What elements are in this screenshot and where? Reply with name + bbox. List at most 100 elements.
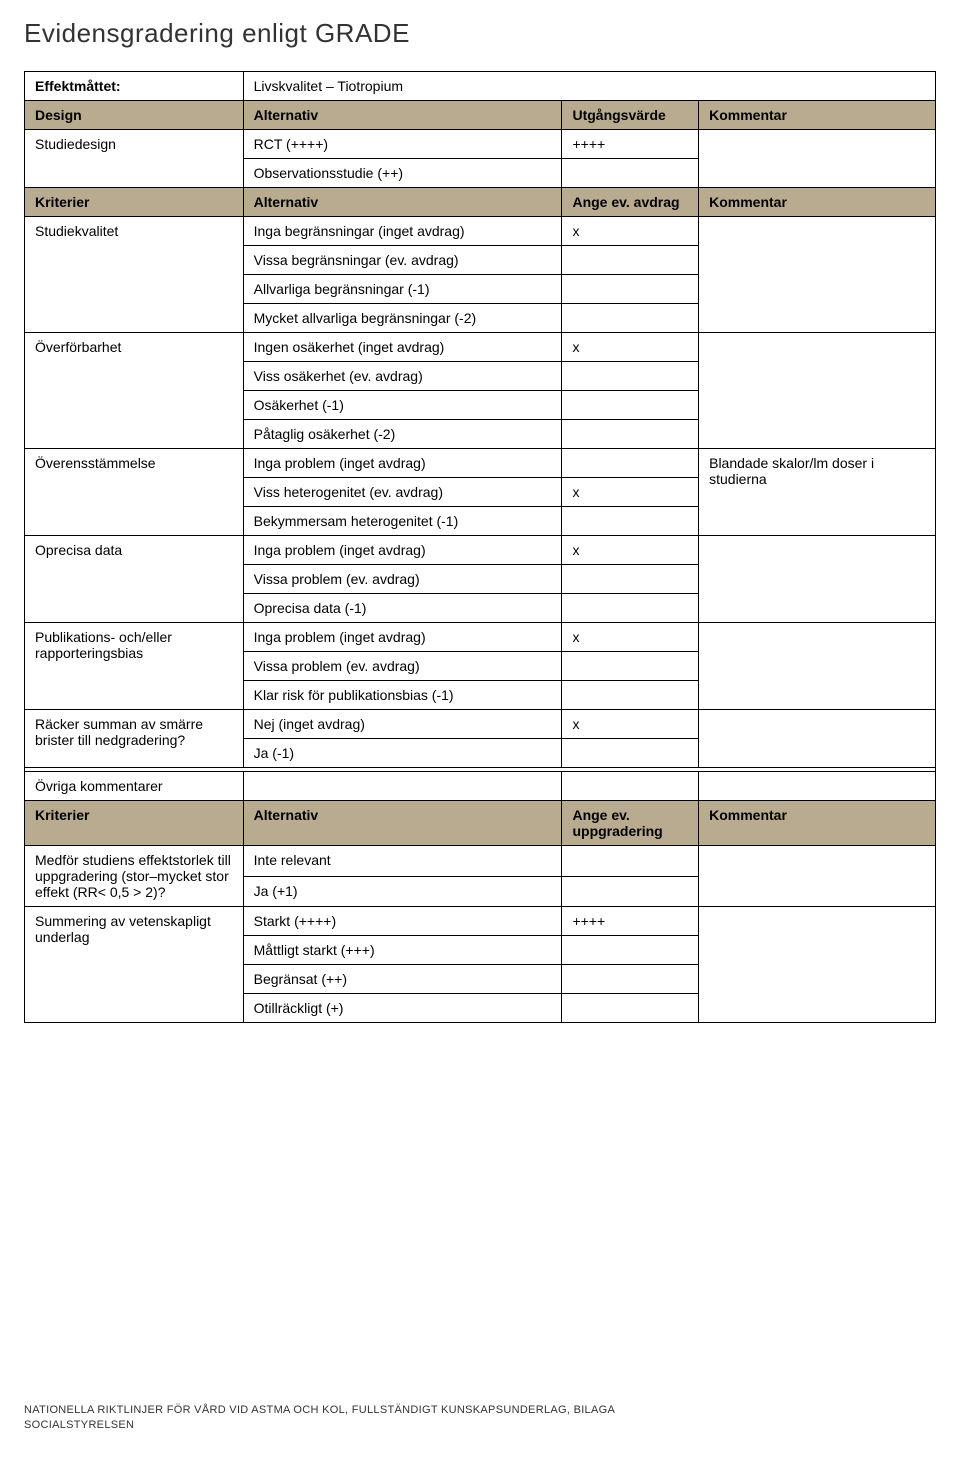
oprecisa-alt-3: Oprecisa data (-1) xyxy=(243,594,562,623)
oprecisa-comment xyxy=(699,536,936,623)
oprecisa-alt-2: Vissa problem (ev. avdrag) xyxy=(243,565,562,594)
studiekvalitet-val-2 xyxy=(562,246,699,275)
studiedesign-label: Studiedesign xyxy=(25,130,244,188)
studiekvalitet-label: Studiekvalitet xyxy=(25,217,244,333)
footer-line-1: NATIONELLA RIKTLINJER FÖR VÅRD VID ASTMA… xyxy=(24,1403,936,1418)
kriterier2-header-row: Kriterier Alternativ Ange ev. uppgraderi… xyxy=(25,801,936,846)
oprecisa-val-2 xyxy=(562,565,699,594)
overforbarhet-alt-1: Ingen osäkerhet (inget avdrag) xyxy=(243,333,562,362)
ovriga-c3 xyxy=(562,772,699,801)
ovriga-row: Övriga kommentarer xyxy=(25,772,936,801)
summering-alt-4: Otillräckligt (+) xyxy=(243,994,562,1023)
racker-alt-2: Ja (-1) xyxy=(243,739,562,768)
publikations-alt-2: Vissa problem (ev. avdrag) xyxy=(243,652,562,681)
overensstammelse-val-1 xyxy=(562,449,699,478)
overensstammelse-comment: Blandade skalor/lm doser i studierna xyxy=(699,449,936,536)
overforbarhet-alt-2: Viss osäkerhet (ev. avdrag) xyxy=(243,362,562,391)
overforbarhet-comment xyxy=(699,333,936,449)
publikations-val-2 xyxy=(562,652,699,681)
overensstammelse-alt-1: Inga problem (inget avdrag) xyxy=(243,449,562,478)
summering-alt-3: Begränsat (++) xyxy=(243,965,562,994)
kriterier2-h-c3: Ange ev. uppgradering xyxy=(562,801,699,846)
studiekvalitet-alt-2: Vissa begränsningar (ev. avdrag) xyxy=(243,246,562,275)
studiekvalitet-row-1: Studiekvalitet Inga begränsningar (inget… xyxy=(25,217,936,246)
kriterier2-h-c1: Kriterier xyxy=(25,801,244,846)
studiekvalitet-alt-1: Inga begränsningar (inget avdrag) xyxy=(243,217,562,246)
overforbarhet-val-2 xyxy=(562,362,699,391)
oprecisa-label: Oprecisa data xyxy=(25,536,244,623)
publikations-val-1: x xyxy=(562,623,699,652)
studiedesign-alt-2: Observationsstudie (++) xyxy=(243,159,562,188)
kriterier-h-c2: Alternativ xyxy=(243,188,562,217)
publikations-alt-1: Inga problem (inget avdrag) xyxy=(243,623,562,652)
overensstammelse-val-2: x xyxy=(562,478,699,507)
overforbarhet-row-1: Överförbarhet Ingen osäkerhet (inget avd… xyxy=(25,333,936,362)
medfor-alt-2: Ja (+1) xyxy=(243,876,562,907)
overforbarhet-val-4 xyxy=(562,420,699,449)
racker-alt-1: Nej (inget avdrag) xyxy=(243,710,562,739)
summering-label: Summering av vetenskapligt underlag xyxy=(25,907,244,1023)
effektmatt-label: Effektmåttet: xyxy=(25,72,244,101)
summering-val-4 xyxy=(562,994,699,1023)
studiedesign-val-1: ++++ xyxy=(562,130,699,159)
studiekvalitet-alt-4: Mycket allvarliga begränsningar (-2) xyxy=(243,304,562,333)
oprecisa-val-3 xyxy=(562,594,699,623)
ovriga-c4 xyxy=(699,772,936,801)
medfor-label: Medför studiens effektstorlek till uppgr… xyxy=(25,846,244,907)
publikations-alt-3: Klar risk för publikationsbias (-1) xyxy=(243,681,562,710)
kriterier-header-row: Kriterier Alternativ Ange ev. avdrag Kom… xyxy=(25,188,936,217)
kriterier2-h-c4: Kommentar xyxy=(699,801,936,846)
studiedesign-comment xyxy=(699,130,936,188)
grade-table: Effektmåttet: Livskvalitet – Tiotropium … xyxy=(24,71,936,1023)
footer: NATIONELLA RIKTLINJER FÖR VÅRD VID ASTMA… xyxy=(24,1403,936,1434)
summering-alt-1: Starkt (++++) xyxy=(243,907,562,936)
design-header-row: Design Alternativ Utgångsvärde Kommentar xyxy=(25,101,936,130)
overforbarhet-val-3 xyxy=(562,391,699,420)
studiekvalitet-val-3 xyxy=(562,275,699,304)
kriterier-h-c4: Kommentar xyxy=(699,188,936,217)
ovriga-label: Övriga kommentarer xyxy=(25,772,244,801)
medfor-val-2 xyxy=(562,876,699,907)
design-h-c2: Alternativ xyxy=(243,101,562,130)
overforbarhet-val-1: x xyxy=(562,333,699,362)
footer-line-2: SOCIALSTYRELSEN xyxy=(24,1418,936,1433)
publikations-val-3 xyxy=(562,681,699,710)
oprecisa-row-1: Oprecisa data Inga problem (inget avdrag… xyxy=(25,536,936,565)
studiedesign-alt-1: RCT (++++) xyxy=(243,130,562,159)
kriterier-h-c3: Ange ev. avdrag xyxy=(562,188,699,217)
overforbarhet-label: Överförbarhet xyxy=(25,333,244,449)
racker-val-1: x xyxy=(562,710,699,739)
summering-alt-2: Måttligt starkt (+++) xyxy=(243,936,562,965)
studiekvalitet-val-4 xyxy=(562,304,699,333)
kriterier2-h-c2: Alternativ xyxy=(243,801,562,846)
ovriga-c2 xyxy=(243,772,562,801)
medfor-row-1: Medför studiens effektstorlek till uppgr… xyxy=(25,846,936,877)
racker-row-1: Räcker summan av smärre brister till ned… xyxy=(25,710,936,739)
effektmatt-value: Livskvalitet – Tiotropium xyxy=(243,72,935,101)
summering-comment xyxy=(699,907,936,1023)
medfor-comment xyxy=(699,846,936,907)
overensstammelse-alt-3: Bekymmersam heterogenitet (-1) xyxy=(243,507,562,536)
effektmatt-row: Effektmåttet: Livskvalitet – Tiotropium xyxy=(25,72,936,101)
oprecisa-val-1: x xyxy=(562,536,699,565)
overensstammelse-val-3 xyxy=(562,507,699,536)
summering-val-3 xyxy=(562,965,699,994)
studiedesign-val-2 xyxy=(562,159,699,188)
medfor-val-1 xyxy=(562,846,699,877)
page-title: Evidensgradering enligt GRADE xyxy=(24,18,936,49)
summering-val-1: ++++ xyxy=(562,907,699,936)
overensstammelse-label: Överensstämmelse xyxy=(25,449,244,536)
oprecisa-alt-1: Inga problem (inget avdrag) xyxy=(243,536,562,565)
design-h-c4: Kommentar xyxy=(699,101,936,130)
racker-label: Räcker summan av smärre brister till ned… xyxy=(25,710,244,768)
publikations-row-1: Publikations- och/eller rapporteringsbia… xyxy=(25,623,936,652)
overensstammelse-row-1: Överensstämmelse Inga problem (inget avd… xyxy=(25,449,936,478)
medfor-alt-1: Inte relevant xyxy=(243,846,562,877)
summering-row-1: Summering av vetenskapligt underlag Star… xyxy=(25,907,936,936)
overforbarhet-alt-4: Påtaglig osäkerhet (-2) xyxy=(243,420,562,449)
studiekvalitet-val-1: x xyxy=(562,217,699,246)
racker-comment xyxy=(699,710,936,768)
studiekvalitet-alt-3: Allvarliga begränsningar (-1) xyxy=(243,275,562,304)
studiedesign-row-1: Studiedesign RCT (++++) ++++ xyxy=(25,130,936,159)
studiekvalitet-comment xyxy=(699,217,936,333)
